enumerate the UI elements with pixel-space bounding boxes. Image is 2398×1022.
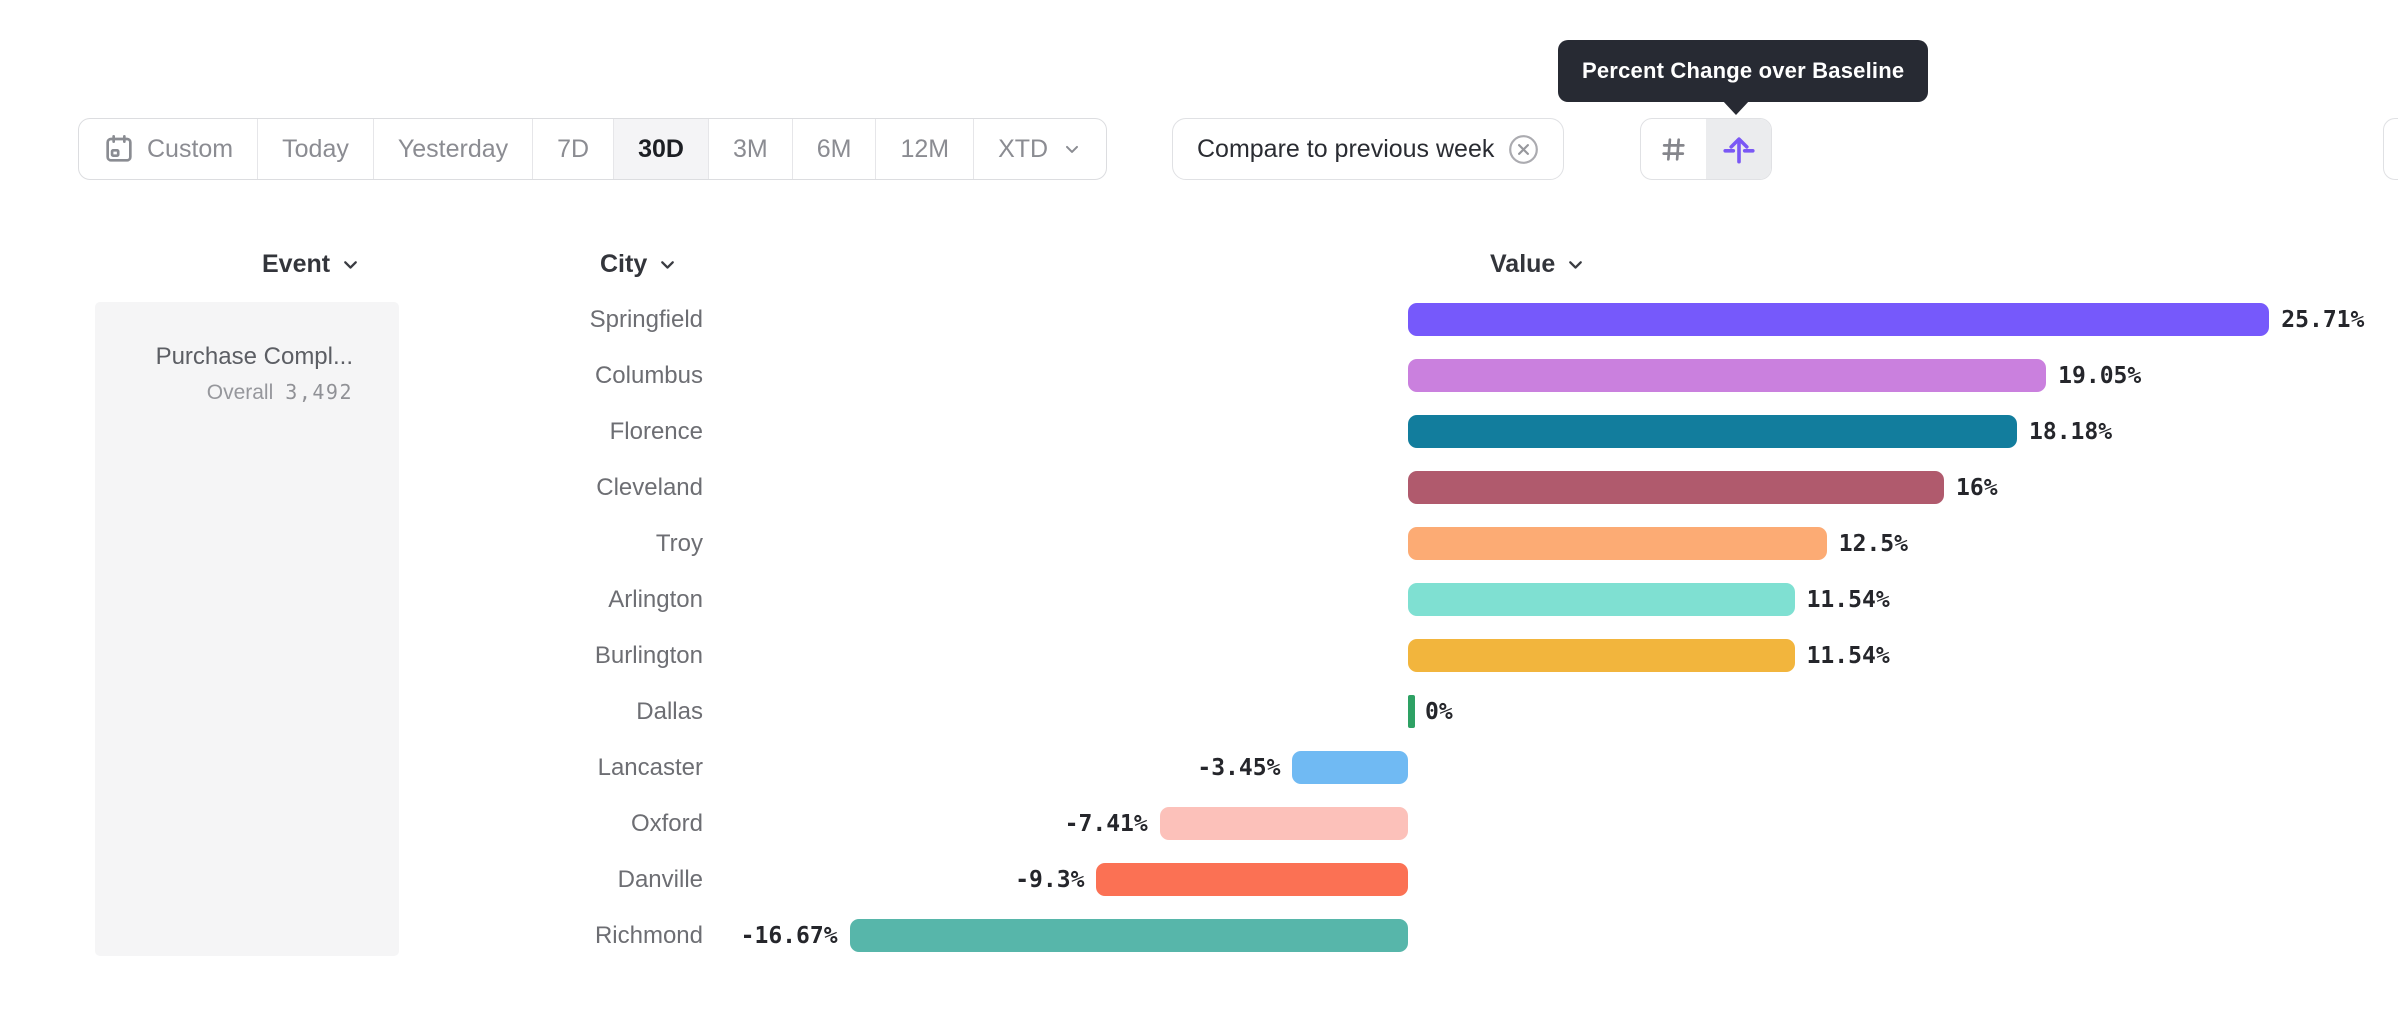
compare-button[interactable]: Compare to previous week [1172,118,1565,180]
value-bar[interactable] [1292,751,1408,784]
sort-by-value-icon [1721,131,1757,167]
tooltip-arrow-icon [1722,100,1750,115]
date-range-6m[interactable]: 6M [793,119,877,179]
city-label: Burlington [594,642,703,669]
value-label: 25.71% [2281,307,2365,333]
value-bar[interactable] [1408,639,1795,672]
remove-comparison-icon[interactable] [1508,134,1539,165]
value-bar[interactable] [1408,415,2018,448]
chart-row: Danville -9.3% [0,852,2398,908]
value-bar[interactable] [1408,471,1944,504]
chart-row: Arlington 11.54% [0,572,2398,628]
value-label: -7.41% [1064,811,1148,837]
date-range-label: Today [282,134,349,163]
chart-row: Florence 18.18% [0,404,2398,460]
grid-icon [1657,133,1690,166]
city-label: Columbus [594,362,703,389]
column-header-event[interactable]: Event [262,246,361,282]
right-edge-button[interactable] [2383,118,2398,180]
compare-label: Compare to previous week [1197,134,1495,163]
value-bar[interactable] [849,919,1408,952]
date-range-3m[interactable]: 3M [709,119,793,179]
column-header-event-label: Event [262,249,331,278]
chart-row: Columbus 19.05% [0,348,2398,404]
date-range-label: Yesterday [397,134,509,163]
chart-row: Cleveland 16% [0,460,2398,516]
calendar-icon [103,133,135,165]
city-label: Arlington [608,586,703,613]
date-range-label: XTD [998,134,1049,163]
value-label: 16% [1956,475,1998,501]
date-range-label: 30D [638,134,684,163]
tooltip-text: Percent Change over Baseline [1582,58,1905,83]
date-range-today[interactable]: Today [258,119,374,179]
chart-row: Troy 12.5% [0,516,2398,572]
event-summary: Overall 3,492 [95,380,353,405]
value-label: -3.45% [1197,755,1281,781]
city-label: Dallas [636,698,703,725]
chart-row: Dallas 0% [0,684,2398,740]
date-range-label: 7D [557,134,590,163]
value-bar[interactable] [1159,807,1408,840]
chart-view-toggle [1640,118,1772,180]
city-label: Danville [617,866,703,893]
event-summary-label: Overall [206,381,274,404]
chart-row: Springfield 25.71% [0,292,2398,348]
value-bar[interactable] [1408,359,2047,392]
date-range-30d[interactable]: 30D [614,119,709,179]
city-label: Troy [655,530,703,557]
chevron-down-icon [1565,254,1586,275]
value-label: 12.5% [1838,531,1908,557]
date-range-label: 3M [732,134,768,163]
value-label: -16.67% [740,923,838,949]
grid-view-button[interactable] [1641,119,1706,179]
date-range-label: Custom [147,134,234,163]
date-range-label: 12M [900,134,950,163]
value-label: -9.3% [1015,867,1085,893]
sort-by-value-button[interactable] [1706,119,1771,179]
column-header-value[interactable]: Value [1490,246,1586,282]
event-panel[interactable]: Purchase Compl... Overall 3,492 [95,302,399,956]
city-label: Springfield [589,306,703,333]
column-header-city[interactable]: City [600,246,678,282]
value-label: 0% [1425,699,1453,725]
value-label: 11.54% [1806,643,1890,669]
column-header-city-label: City [600,249,648,278]
tooltip: Percent Change over Baseline [1558,40,1929,102]
date-range-label: 6M [816,134,852,163]
date-range-toolbar: Custom Today Yesterday 7D 30D 3M 6M 12M XTD [78,118,1108,180]
date-range-xtd[interactable]: XTD [974,119,1106,179]
bar-chart: Springfield 25.71% Columbus 19.05% Flore… [0,292,2398,964]
chevron-down-icon [340,254,361,275]
event-name: Purchase Compl... [155,343,353,370]
value-bar[interactable] [1408,527,1827,560]
date-range-yesterday[interactable]: Yesterday [374,119,534,179]
date-range-7d[interactable]: 7D [533,119,615,179]
value-label: 18.18% [2029,419,2113,445]
city-label: Florence [609,418,703,445]
event-summary-value: 3,492 [285,380,353,404]
city-label: Oxford [630,810,703,837]
chevron-down-icon [1060,139,1082,159]
chart-row: Richmond -16.67% [0,908,2398,964]
chart-row: Burlington 11.54% [0,628,2398,684]
date-range-custom[interactable]: Custom [79,119,259,179]
value-bar[interactable] [1408,695,1415,728]
chevron-down-icon [657,254,678,275]
city-label: Cleveland [596,474,703,501]
chart-row: Oxford -7.41% [0,796,2398,852]
value-bar[interactable] [1408,303,2270,336]
value-label: 11.54% [1806,587,1890,613]
date-range-12m[interactable]: 12M [876,119,975,179]
city-label: Richmond [594,922,703,949]
value-bar[interactable] [1408,583,1795,616]
chart-row: Lancaster -3.45% [0,740,2398,796]
city-label: Lancaster [597,754,703,781]
value-label: 19.05% [2058,363,2142,389]
value-bar[interactable] [1096,863,1408,896]
column-header-value-label: Value [1490,249,1556,278]
